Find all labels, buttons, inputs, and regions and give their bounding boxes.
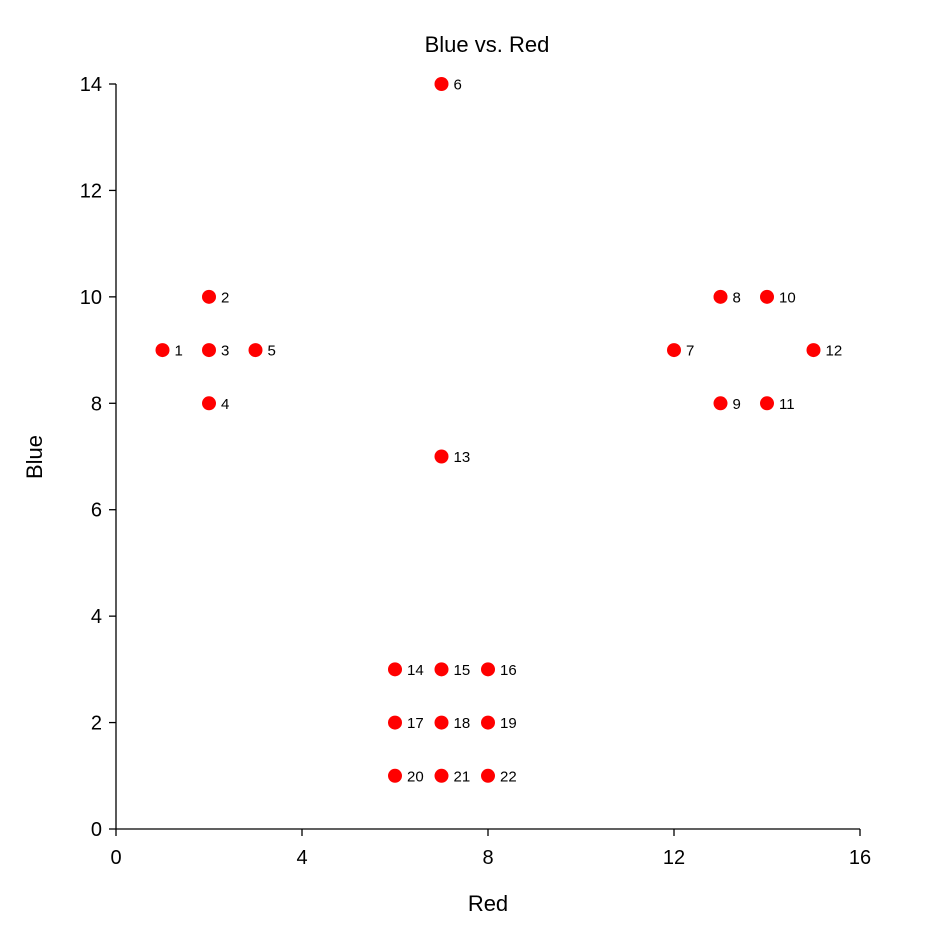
data-point (155, 343, 170, 358)
data-point-label: 10 (779, 289, 796, 306)
x-axis-ticks: 0 4 8 12 16 (110, 829, 871, 869)
y-tick-label: 14 (80, 74, 102, 96)
data-point (202, 343, 216, 358)
data-point (481, 768, 495, 783)
y-tick-label: 0 (91, 819, 102, 841)
data-point-label: 15 (454, 662, 471, 679)
data-point (481, 715, 495, 730)
data-point-label: 22 (500, 768, 517, 785)
data-point-label: 3 (221, 343, 229, 360)
data-point (434, 662, 449, 677)
data-point-label: 18 (454, 715, 471, 732)
data-point-label: 13 (454, 449, 471, 466)
y-tick-label: 8 (91, 393, 102, 415)
x-tick-label: 4 (296, 847, 307, 869)
data-point-label: 5 (268, 343, 276, 360)
data-point (388, 662, 402, 677)
data-point-label: 11 (779, 396, 795, 413)
data-point-label: 2 (221, 289, 229, 306)
y-tick-label: 12 (80, 180, 102, 202)
data-point-label: 7 (686, 343, 694, 360)
data-point (248, 343, 263, 358)
x-tick-label: 0 (110, 847, 121, 869)
data-point (434, 715, 449, 730)
data-point-label: 19 (500, 715, 517, 732)
data-point-label: 1 (175, 343, 183, 360)
data-point (760, 289, 774, 304)
data-point-label: 16 (500, 662, 517, 679)
x-tick-label: 12 (663, 847, 685, 869)
y-axis-ticks: 0 2 4 6 8 10 12 14 (80, 74, 116, 841)
data-point (760, 396, 774, 411)
y-tick-label: 10 (80, 287, 102, 309)
data-point (202, 289, 216, 304)
data-points (155, 77, 821, 783)
x-axis-label: Red (468, 891, 508, 916)
data-point-label: 8 (733, 289, 741, 306)
data-point (713, 396, 728, 411)
data-point (434, 77, 449, 91)
y-tick-label: 2 (91, 713, 102, 735)
x-tick-label: 16 (849, 847, 871, 869)
data-point (806, 343, 821, 358)
data-point (434, 449, 449, 464)
data-point-label: 20 (407, 768, 424, 785)
y-axis-label: Blue (22, 435, 47, 479)
data-point (388, 768, 402, 783)
chart-title: Blue vs. Red (425, 32, 550, 57)
data-point-label: 12 (826, 343, 843, 360)
data-point-label: 21 (454, 768, 471, 785)
data-point-label: 4 (221, 396, 229, 413)
data-point-label: 14 (407, 662, 424, 679)
y-tick-label: 4 (91, 606, 102, 628)
y-tick-label: 6 (91, 500, 102, 522)
data-point (388, 715, 402, 730)
data-point (202, 396, 216, 411)
data-point (481, 662, 495, 677)
data-point (713, 289, 728, 304)
data-point-label: 9 (733, 396, 741, 413)
data-point (434, 768, 449, 783)
data-point (667, 343, 681, 358)
x-tick-label: 8 (482, 847, 493, 869)
data-point-label: 17 (407, 715, 424, 732)
data-point-label: 6 (454, 77, 462, 94)
